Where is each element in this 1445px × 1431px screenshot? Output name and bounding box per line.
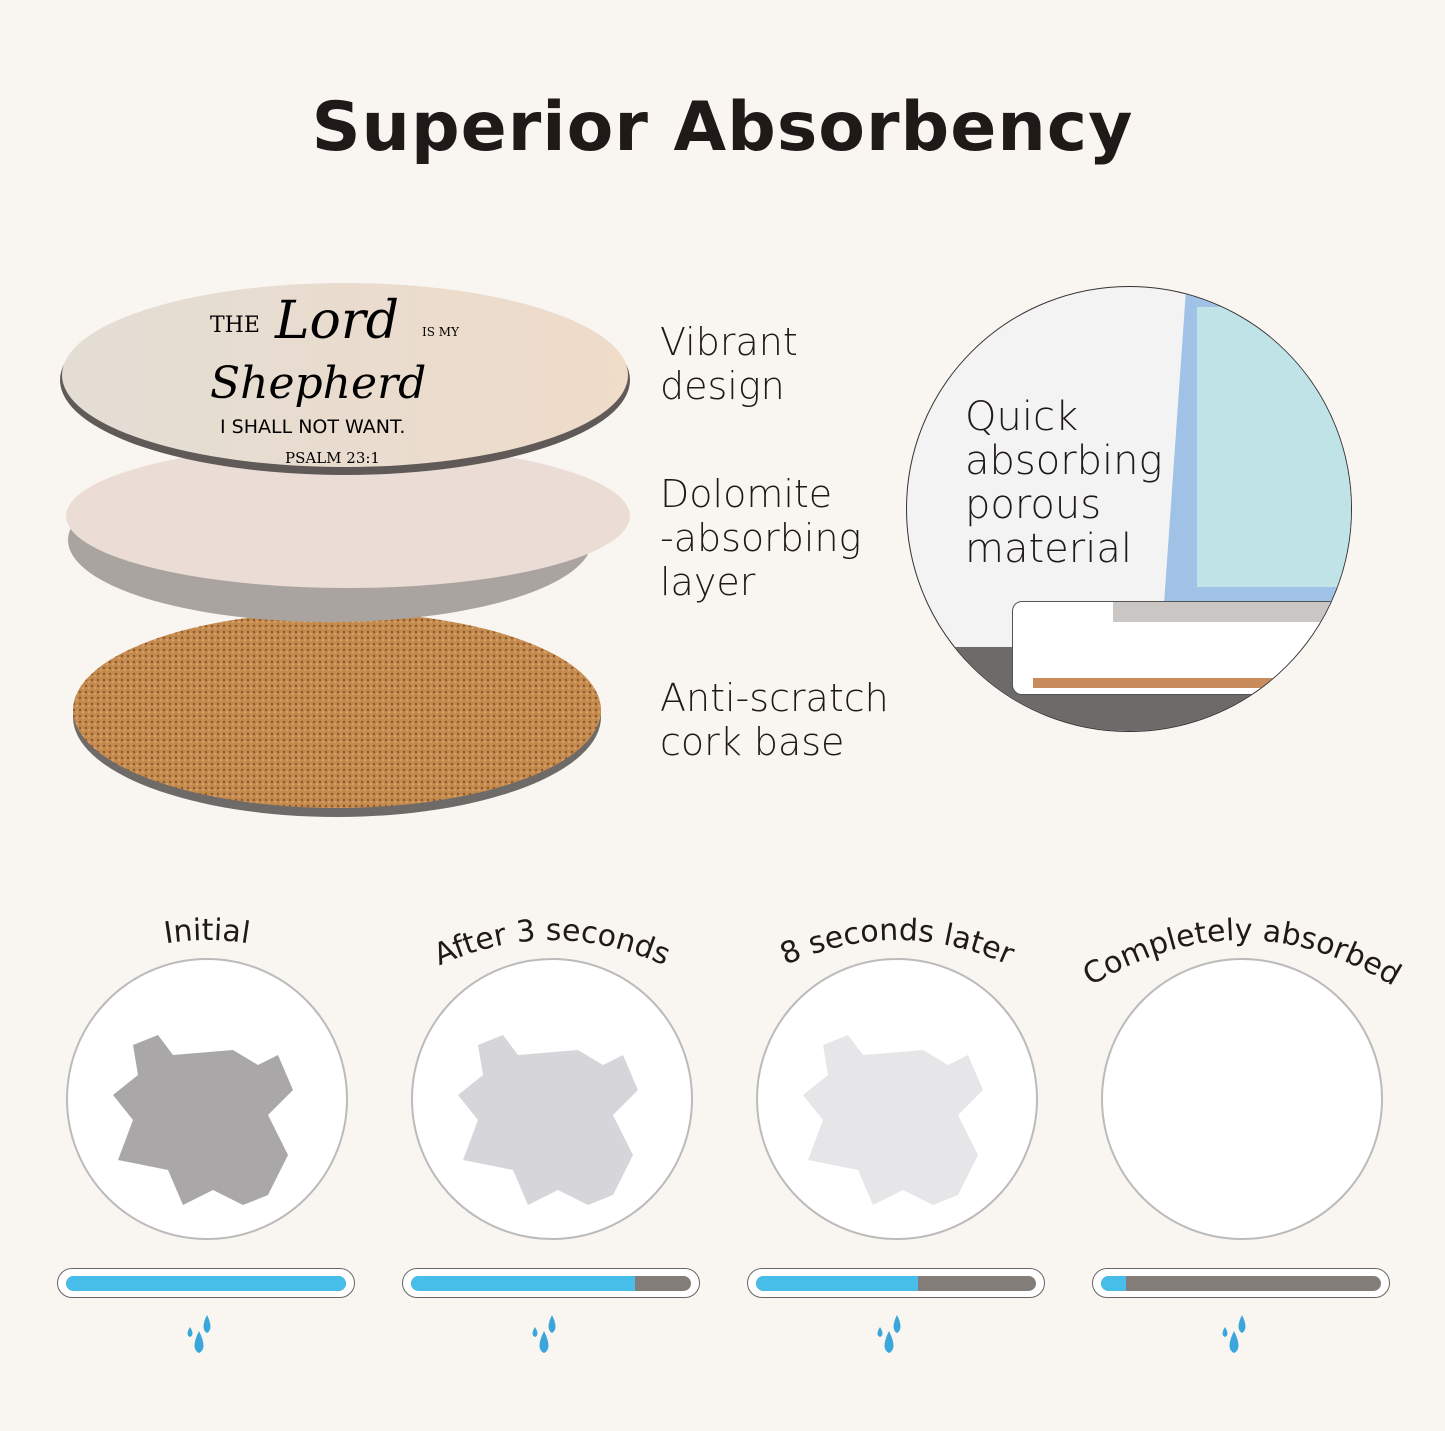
coaster-top-view	[1101, 958, 1383, 1240]
coaster-top-view	[756, 958, 1038, 1240]
stain	[458, 1035, 638, 1205]
coaster-top-view	[66, 958, 348, 1240]
stain	[803, 1035, 983, 1205]
coaster-text-is-my: IS MY	[422, 325, 460, 339]
water-drops-icon	[532, 1315, 556, 1353]
absorbed-liquid	[1113, 602, 1351, 622]
progress-fill	[66, 1276, 346, 1291]
callout-text: Quick absorbing porous material	[965, 394, 1163, 572]
absorption-progress-bar	[1092, 1268, 1390, 1298]
layer-label-cork: Anti-scratch cork base	[660, 676, 889, 764]
absorption-callout-circle: Quick absorbing porous material	[906, 286, 1352, 732]
coaster-layers-illustration: THE Lord IS MY Shepherd I SHALL NOT WANT…	[60, 283, 630, 817]
stain	[113, 1035, 293, 1205]
absorption-progress-bar	[747, 1268, 1045, 1298]
coaster-text-verse: I SHALL NOT WANT.	[220, 416, 405, 438]
water-drops-icon	[1222, 1315, 1246, 1353]
progress-fill	[756, 1276, 919, 1291]
cork-strip	[1033, 678, 1351, 688]
progress-fill	[411, 1276, 635, 1291]
page-title: Superior Absorbency	[311, 88, 1134, 167]
cup-water	[1197, 307, 1351, 587]
dolomite-layer	[66, 444, 630, 622]
coaster-cross-section	[1012, 601, 1351, 695]
design-layer: THE Lord IS MY Shepherd I SHALL NOT WANT…	[60, 283, 630, 475]
layer-label-design: Vibrant design	[660, 320, 798, 408]
progress-fill	[1101, 1276, 1127, 1291]
stage-label-arc: Initial	[162, 913, 253, 951]
coaster-text-shepherd: Shepherd	[210, 358, 426, 409]
cork-layer	[73, 612, 601, 817]
stage-label: Initial	[162, 913, 253, 951]
absorption-progress-bar	[57, 1268, 355, 1298]
coaster-text-reference: PSALM 23:1	[285, 449, 380, 467]
layer-label-dolomite: Dolomite -absorbing layer	[660, 472, 862, 604]
coaster-text-lord: Lord	[274, 291, 399, 351]
water-drops-icon	[187, 1315, 211, 1353]
coaster-text-the: THE	[210, 313, 260, 338]
absorption-progress-bar	[402, 1268, 700, 1298]
water-drops-icon	[877, 1315, 901, 1353]
svg-text:Initial: Initial	[162, 913, 253, 951]
coaster-top-view	[411, 958, 693, 1240]
